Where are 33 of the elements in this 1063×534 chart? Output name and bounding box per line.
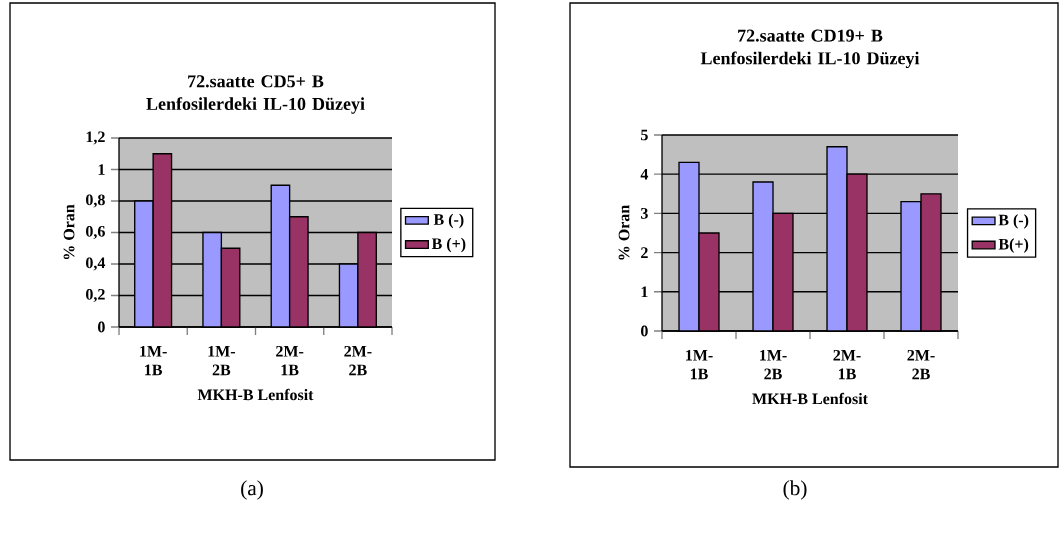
x-tick-label: 2M-2B [907,349,935,380]
y-tick-label: 5 [641,129,648,141]
y-tick-label: 0 [641,325,648,337]
y-tick-label: 1,2 [86,131,105,145]
x-axis-title: MKH-B Lenfosit [197,388,314,401]
x-tick-label: 1M-2B [760,349,787,380]
x-axis-title: MKH-B Lenfosit [752,392,868,405]
legend-label: B (-) [433,213,464,229]
y-tick-label: 3 [641,208,648,219]
y-tick-label: 2 [641,247,648,258]
y-tick-label: 0,2 [86,288,105,303]
x-tick-label: 2M-1B [276,345,304,376]
text: (b) [783,480,807,500]
y-axis-title: % Oran [618,205,630,260]
y-tick-label: 0 [98,321,105,333]
x-tick-label: 1M-1B [140,345,167,376]
y-tick-label: 0,4 [86,257,106,271]
y-tick-label: 1 [98,164,105,175]
x-tick-label: 2M-1B [833,349,861,380]
y-tick-label: 4 [640,168,649,180]
y-tick-label: 0,6 [86,225,105,240]
chart-title: 72.saatte CD5+ B Lenfosilerdeki IL-10 Düzeyi [146,75,365,114]
x-tick-label: 1M-1B [686,349,713,380]
x-tick-label: 2M-2B [344,345,372,376]
y-tick-label: 1 [641,286,648,298]
text: (a) [241,480,263,500]
legend-label: B(+) [998,238,1029,253]
y-axis-title: % Oran [63,204,75,260]
chart-title: 72.saatte CD19+ B Lenfosilerdeki IL-10 Düzeyi [700,29,920,69]
legend-label: B (+) [431,237,466,253]
x-tick-label: 1M-2B [208,345,236,376]
y-tick-label: 0,8 [86,194,105,208]
legend-label: B (-) [998,214,1029,229]
